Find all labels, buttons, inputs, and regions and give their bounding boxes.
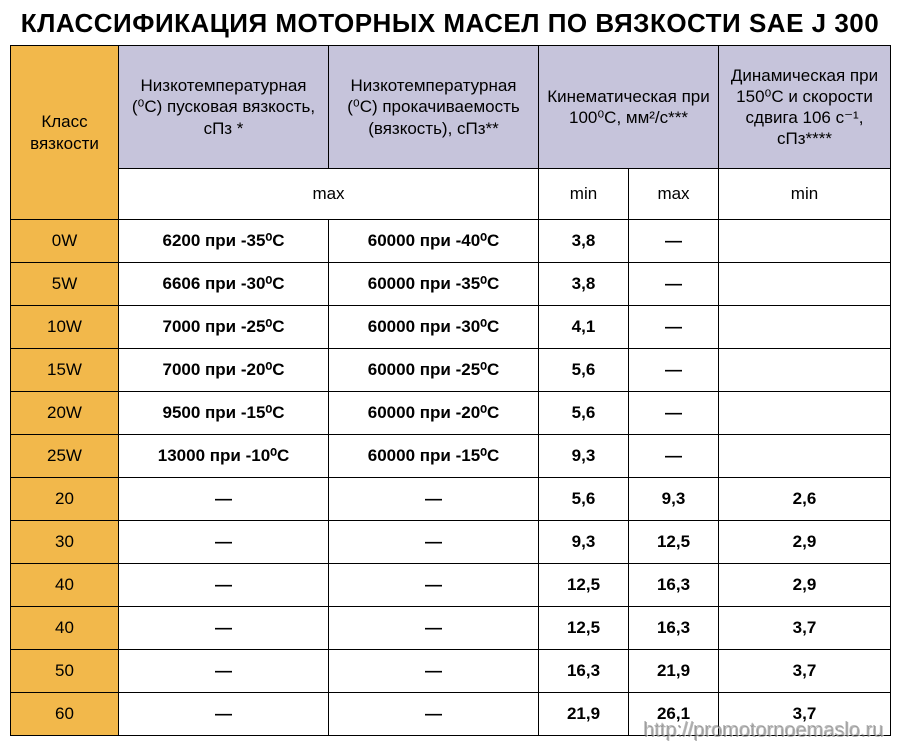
viscosity-table: Класс вязкости Низкотемпературная (⁰С) п… <box>10 45 891 736</box>
cell-lowtemp-pump: 60000 при -25⁰С <box>329 349 539 392</box>
table-row: 40——12,516,33,7 <box>11 607 891 650</box>
table-row: 25W13000 при -10⁰С60000 при -15⁰С9,3— <box>11 435 891 478</box>
cell-lowtemp-start: 9500 при -15⁰С <box>119 392 329 435</box>
cell-kin-min: 16,3 <box>539 650 629 693</box>
col-header-low-temp-start: Низкотемпературная (⁰С) пусковая вязкост… <box>119 46 329 169</box>
cell-dyn-min <box>719 392 891 435</box>
cell-kin-min: 5,6 <box>539 478 629 521</box>
col-header-kinematic: Кинематическая при 100⁰С, мм²/с*** <box>539 46 719 169</box>
cell-dyn-min <box>719 435 891 478</box>
cell-lowtemp-start: 6606 при -30⁰С <box>119 263 329 306</box>
table-row: 30——9,312,52,9 <box>11 521 891 564</box>
cell-dyn-min: 2,6 <box>719 478 891 521</box>
cell-lowtemp-start: — <box>119 564 329 607</box>
cell-kin-min: 9,3 <box>539 521 629 564</box>
cell-kin-min: 4,1 <box>539 306 629 349</box>
cell-grade: 30 <box>11 521 119 564</box>
cell-lowtemp-pump: — <box>329 521 539 564</box>
cell-dyn-min: 3,7 <box>719 607 891 650</box>
subheader-max: max <box>629 169 719 220</box>
table-row: 0W6200 при -35⁰С60000 при -40⁰С3,8— <box>11 220 891 263</box>
cell-kin-min: 12,5 <box>539 607 629 650</box>
watermark-text: http://promotornoemaslo.ru <box>10 720 890 743</box>
cell-kin-max: — <box>629 220 719 263</box>
cell-grade: 25W <box>11 435 119 478</box>
cell-kin-min: 3,8 <box>539 263 629 306</box>
cell-lowtemp-start: 7000 при -25⁰С <box>119 306 329 349</box>
cell-lowtemp-start: 13000 при -10⁰С <box>119 435 329 478</box>
cell-lowtemp-start: — <box>119 607 329 650</box>
cell-grade: 40 <box>11 607 119 650</box>
col-header-low-temp-pump: Низкотемпературная (⁰С) прокачиваемость … <box>329 46 539 169</box>
cell-lowtemp-pump: 60000 при -20⁰С <box>329 392 539 435</box>
cell-kin-max: — <box>629 306 719 349</box>
cell-kin-max: 12,5 <box>629 521 719 564</box>
cell-dyn-min: 3,7 <box>719 650 891 693</box>
cell-kin-max: — <box>629 263 719 306</box>
table-row: 5W6606 при -30⁰С60000 при -35⁰С3,8— <box>11 263 891 306</box>
cell-grade: 0W <box>11 220 119 263</box>
cell-lowtemp-pump: — <box>329 564 539 607</box>
cell-grade: 20 <box>11 478 119 521</box>
cell-lowtemp-pump: — <box>329 650 539 693</box>
cell-dyn-min <box>719 306 891 349</box>
col-header-dynamic: Динамическая при 150⁰С и скорости сдвига… <box>719 46 891 169</box>
cell-grade: 40 <box>11 564 119 607</box>
cell-lowtemp-pump: 60000 при -15⁰С <box>329 435 539 478</box>
cell-kin-min: 12,5 <box>539 564 629 607</box>
page-title: КЛАССИФИКАЦИЯ МОТОРНЫХ МАСЕЛ ПО ВЯЗКОСТИ… <box>10 8 890 39</box>
cell-lowtemp-start: — <box>119 478 329 521</box>
cell-kin-max: — <box>629 392 719 435</box>
col-header-grade: Класс вязкости <box>11 46 119 220</box>
cell-lowtemp-pump: — <box>329 607 539 650</box>
table-row: 10W7000 при -25⁰С60000 при -30⁰С4,1— <box>11 306 891 349</box>
table-row: 50——16,321,93,7 <box>11 650 891 693</box>
cell-kin-max: — <box>629 349 719 392</box>
subheader-min-dyn: min <box>719 169 891 220</box>
cell-kin-min: 5,6 <box>539 349 629 392</box>
cell-dyn-min: 2,9 <box>719 521 891 564</box>
cell-kin-min: 3,8 <box>539 220 629 263</box>
cell-dyn-min <box>719 349 891 392</box>
cell-kin-max: 9,3 <box>629 478 719 521</box>
table-row: 20W9500 при -15⁰С60000 при -20⁰С5,6— <box>11 392 891 435</box>
cell-grade: 20W <box>11 392 119 435</box>
cell-grade: 50 <box>11 650 119 693</box>
cell-dyn-min <box>719 220 891 263</box>
cell-lowtemp-start: — <box>119 521 329 564</box>
cell-lowtemp-start: 7000 при -20⁰С <box>119 349 329 392</box>
cell-lowtemp-pump: 60000 при -40⁰С <box>329 220 539 263</box>
table-row: 20——5,69,32,6 <box>11 478 891 521</box>
cell-kin-min: 5,6 <box>539 392 629 435</box>
cell-kin-max: 21,9 <box>629 650 719 693</box>
cell-kin-max: — <box>629 435 719 478</box>
subheader-max-merged: max <box>119 169 539 220</box>
cell-kin-min: 9,3 <box>539 435 629 478</box>
cell-grade: 10W <box>11 306 119 349</box>
table-row: 40——12,516,32,9 <box>11 564 891 607</box>
cell-lowtemp-pump: 60000 при -35⁰С <box>329 263 539 306</box>
cell-grade: 5W <box>11 263 119 306</box>
cell-lowtemp-pump: 60000 при -30⁰С <box>329 306 539 349</box>
subheader-min: min <box>539 169 629 220</box>
cell-kin-max: 16,3 <box>629 607 719 650</box>
cell-kin-max: 16,3 <box>629 564 719 607</box>
cell-grade: 15W <box>11 349 119 392</box>
cell-lowtemp-start: 6200 при -35⁰С <box>119 220 329 263</box>
cell-dyn-min: 2,9 <box>719 564 891 607</box>
cell-lowtemp-pump: — <box>329 478 539 521</box>
table-row: 15W7000 при -20⁰С60000 при -25⁰С5,6— <box>11 349 891 392</box>
cell-dyn-min <box>719 263 891 306</box>
cell-lowtemp-start: — <box>119 650 329 693</box>
